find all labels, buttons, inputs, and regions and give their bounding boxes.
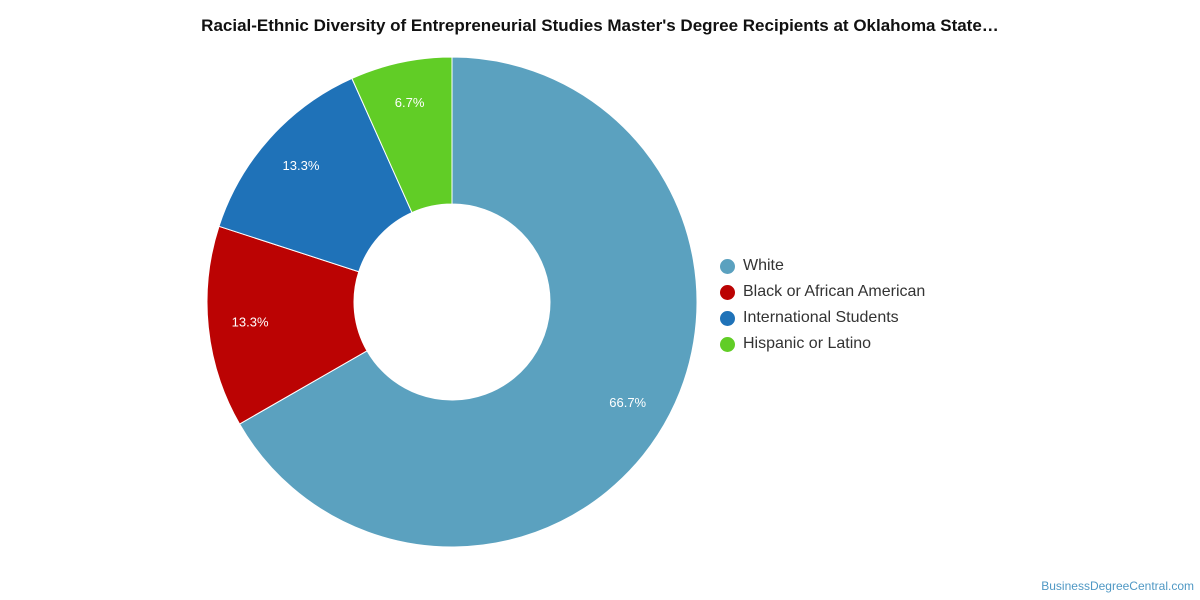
slice-international-students[interactable] xyxy=(218,77,413,273)
legend-item-international-students[interactable]: International Students xyxy=(720,305,925,331)
legend-label-hispanic-or-latino: Hispanic or Latino xyxy=(743,335,872,352)
legend-item-white[interactable]: White xyxy=(720,253,925,279)
data-label-black-or-african-american: 13.3% xyxy=(232,314,269,329)
data-label-hispanic-or-latino: 6.7% xyxy=(395,95,425,110)
chart-legend: White Black or African American Internat… xyxy=(720,253,925,357)
legend-swatch-international-students xyxy=(720,310,735,326)
legend-item-black-or-african-american[interactable]: Black or African American xyxy=(720,279,925,305)
legend-swatch-white xyxy=(720,258,735,274)
legend-label-international-students: International Students xyxy=(743,309,899,326)
legend-swatch-black-or-african-american xyxy=(720,284,735,300)
legend-swatch-hispanic-or-latino xyxy=(720,336,735,352)
legend-item-hispanic-or-latino[interactable]: Hispanic or Latino xyxy=(720,331,925,357)
slice-hispanic-or-latino[interactable] xyxy=(351,56,453,214)
data-label-international-students: 13.3% xyxy=(283,158,320,173)
legend-label-black-or-african-american: Black or African American xyxy=(743,283,926,300)
chart-title: Racial-Ethnic Diversity of Entrepreneuri… xyxy=(201,16,999,35)
source-credit-link[interactable]: BusinessDegreeCentral.com xyxy=(1041,579,1194,593)
legend-label-white: White xyxy=(743,257,784,274)
data-label-white: 66.7% xyxy=(609,395,646,410)
slice-black-or-african-american[interactable] xyxy=(206,225,368,425)
slice-white[interactable] xyxy=(238,56,698,548)
